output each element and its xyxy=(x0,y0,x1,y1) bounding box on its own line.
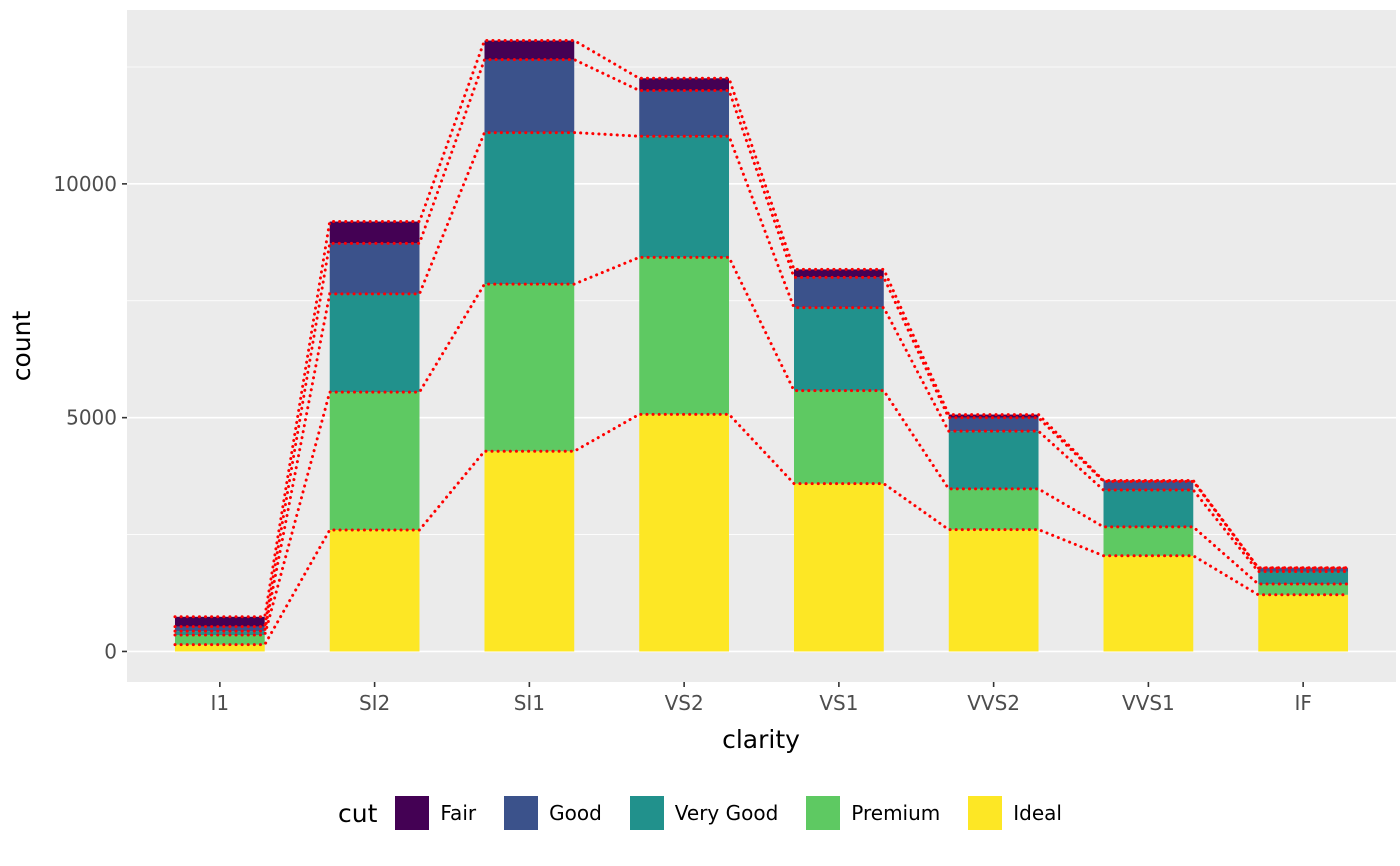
bar-segment-VS2-fair xyxy=(639,78,730,91)
x-tick-label: SI2 xyxy=(359,691,390,715)
bar-segment-VS1-very-good xyxy=(793,307,884,391)
legend-swatch-fair xyxy=(395,796,430,830)
plot-panel xyxy=(127,10,1396,682)
bar-segment-VS1-fair xyxy=(793,269,884,278)
bar-segment-VS1-premium xyxy=(793,390,884,484)
connector-line-level-4 xyxy=(173,58,1350,629)
legend-item-ideal: Ideal xyxy=(968,796,1062,830)
bar-segment-IF-very-good xyxy=(1258,571,1349,585)
bar-segment-SI1-good xyxy=(484,59,575,133)
bar-segment-VVS2-fair xyxy=(948,414,1039,418)
legend-item-fair: Fair xyxy=(395,796,476,830)
legend-label: Ideal xyxy=(1013,801,1062,825)
bar-segment-VVS1-good xyxy=(1103,481,1194,491)
y-axis-title: count xyxy=(7,311,36,382)
bar-segment-VVS2-very-good xyxy=(948,431,1039,489)
x-tick-label: I1 xyxy=(211,691,230,715)
bar-segment-I1-premium xyxy=(174,635,265,645)
bar-segment-I1-very-good xyxy=(174,631,265,636)
x-tick-label: IF xyxy=(1294,691,1311,715)
bar-segment-VVS2-ideal xyxy=(948,529,1039,652)
bar-segment-I1-fair xyxy=(174,616,265,627)
legend-swatch-good xyxy=(504,796,539,830)
bar-segment-SI2-good xyxy=(329,243,420,294)
legend: cut Fair Good Very Good Premium Ideal xyxy=(0,760,1400,866)
bar-segment-VS2-premium xyxy=(639,257,730,415)
legend-swatch-very-good xyxy=(629,796,664,830)
legend-item-very-good: Very Good xyxy=(629,796,779,830)
bar-segment-VVS2-good xyxy=(948,417,1039,432)
bar-segment-VVS1-ideal xyxy=(1103,555,1194,652)
bar-segment-SI2-ideal xyxy=(329,529,420,652)
x-axis-title: clarity xyxy=(722,725,800,754)
bar-segment-IF-premium xyxy=(1258,584,1349,595)
legend-item-premium: Premium xyxy=(806,796,940,830)
legend-swatch-premium xyxy=(806,796,841,830)
x-tick-label: VVS1 xyxy=(1122,691,1175,715)
legend-items: Fair Good Very Good Premium Ideal xyxy=(395,796,1062,830)
legend-swatch-ideal xyxy=(968,796,1003,830)
connector-line-level-2 xyxy=(173,255,1350,637)
x-tick-label: VVS2 xyxy=(967,691,1020,715)
bar-segment-VVS1-premium xyxy=(1103,526,1194,556)
bar-segment-IF-good xyxy=(1258,568,1349,572)
x-tick-label: VS1 xyxy=(819,691,858,715)
bar-segment-SI2-premium xyxy=(329,392,420,530)
connector-line-level-1 xyxy=(173,412,1350,647)
connector-line-level-5 xyxy=(173,39,1350,619)
chart-layers: 0 5000 10000 I1 SI2 SI1 VS2 VS1 VVS2 VVS1 IF xyxy=(53,10,1396,715)
bar-segment-SI2-very-good xyxy=(329,293,420,393)
x-tick-label: SI1 xyxy=(514,691,545,715)
legend-label: Good xyxy=(549,801,602,825)
bar-segment-SI1-premium xyxy=(484,284,575,452)
y-tick-label: 0 xyxy=(104,639,117,663)
x-tick-label: VS2 xyxy=(665,691,704,715)
bar-segment-SI1-ideal xyxy=(484,451,575,652)
bar-segment-VS2-good xyxy=(639,90,730,137)
bar-segment-I1-good xyxy=(174,626,265,632)
y-tick-label: 5000 xyxy=(66,406,117,430)
bar-segment-SI1-very-good xyxy=(484,132,575,285)
bar-segment-VS2-very-good xyxy=(639,136,730,258)
bar-segment-VVS2-premium xyxy=(948,488,1039,530)
y-tick-label: 10000 xyxy=(53,172,117,196)
legend-title: cut xyxy=(337,798,378,828)
bar-segment-SI2-fair xyxy=(329,221,420,244)
bar-segment-I1-ideal xyxy=(174,644,265,652)
bar-segment-SI1-fair xyxy=(484,40,575,60)
bar-segment-VS1-ideal xyxy=(793,483,884,652)
bar-segment-IF-ideal xyxy=(1258,594,1349,652)
stacked-bar-chart: count clarity 0 5000 10000 I1 SI2 SI1 VS2 VS1 VV… xyxy=(7,10,1396,754)
bar-segment-VS2-ideal xyxy=(639,414,730,652)
legend-item-good: Good xyxy=(504,796,602,830)
legend-label: Fair xyxy=(440,801,477,825)
bar-segment-VS1-good xyxy=(793,277,884,308)
bar-segment-VVS1-very-good xyxy=(1103,490,1194,527)
legend-label: Premium xyxy=(851,801,941,825)
legend-label: Very Good xyxy=(674,801,779,825)
